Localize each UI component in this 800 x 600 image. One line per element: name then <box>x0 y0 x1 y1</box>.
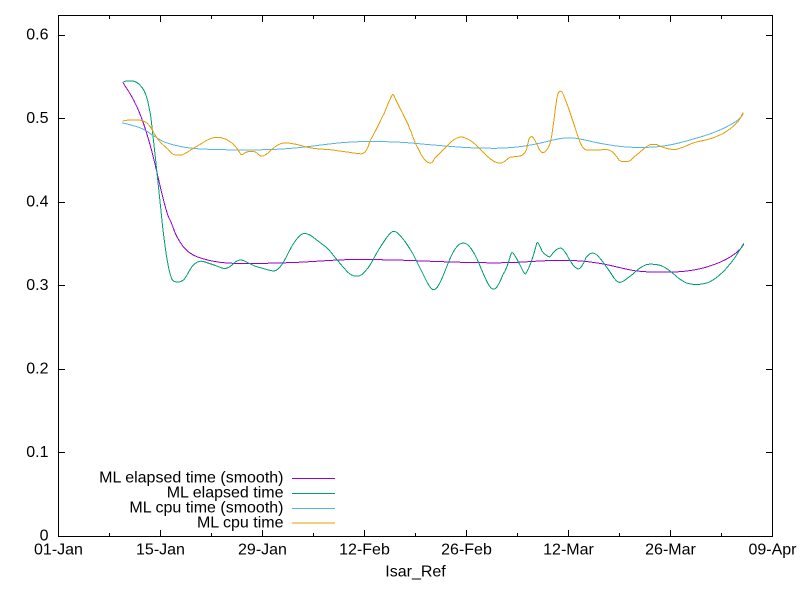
svg-text:0.4: 0.4 <box>26 193 48 210</box>
svg-text:ML cpu time: ML cpu time <box>197 515 284 532</box>
svg-text:29-Jan: 29-Jan <box>238 542 287 559</box>
svg-text:0.5: 0.5 <box>26 110 48 127</box>
svg-text:26-Feb: 26-Feb <box>441 542 492 559</box>
svg-text:ML cpu time (smooth): ML cpu time (smooth) <box>129 500 283 517</box>
svg-text:12-Mar: 12-Mar <box>543 542 594 559</box>
svg-text:ML elapsed time (smooth): ML elapsed time (smooth) <box>99 470 283 487</box>
svg-text:0: 0 <box>40 527 49 544</box>
svg-text:Isar_Ref: Isar_Ref <box>385 564 446 581</box>
svg-text:26-Mar: 26-Mar <box>645 542 696 559</box>
svg-text:12-Feb: 12-Feb <box>339 542 390 559</box>
svg-text:0.3: 0.3 <box>26 277 48 294</box>
svg-text:01-Jan: 01-Jan <box>34 542 83 559</box>
svg-text:ML elapsed time: ML elapsed time <box>167 485 284 502</box>
svg-text:0.6: 0.6 <box>26 26 48 43</box>
svg-text:09-Apr: 09-Apr <box>748 542 797 559</box>
svg-text:0.1: 0.1 <box>26 444 48 461</box>
svg-text:15-Jan: 15-Jan <box>136 542 185 559</box>
svg-text:0.2: 0.2 <box>26 360 48 377</box>
